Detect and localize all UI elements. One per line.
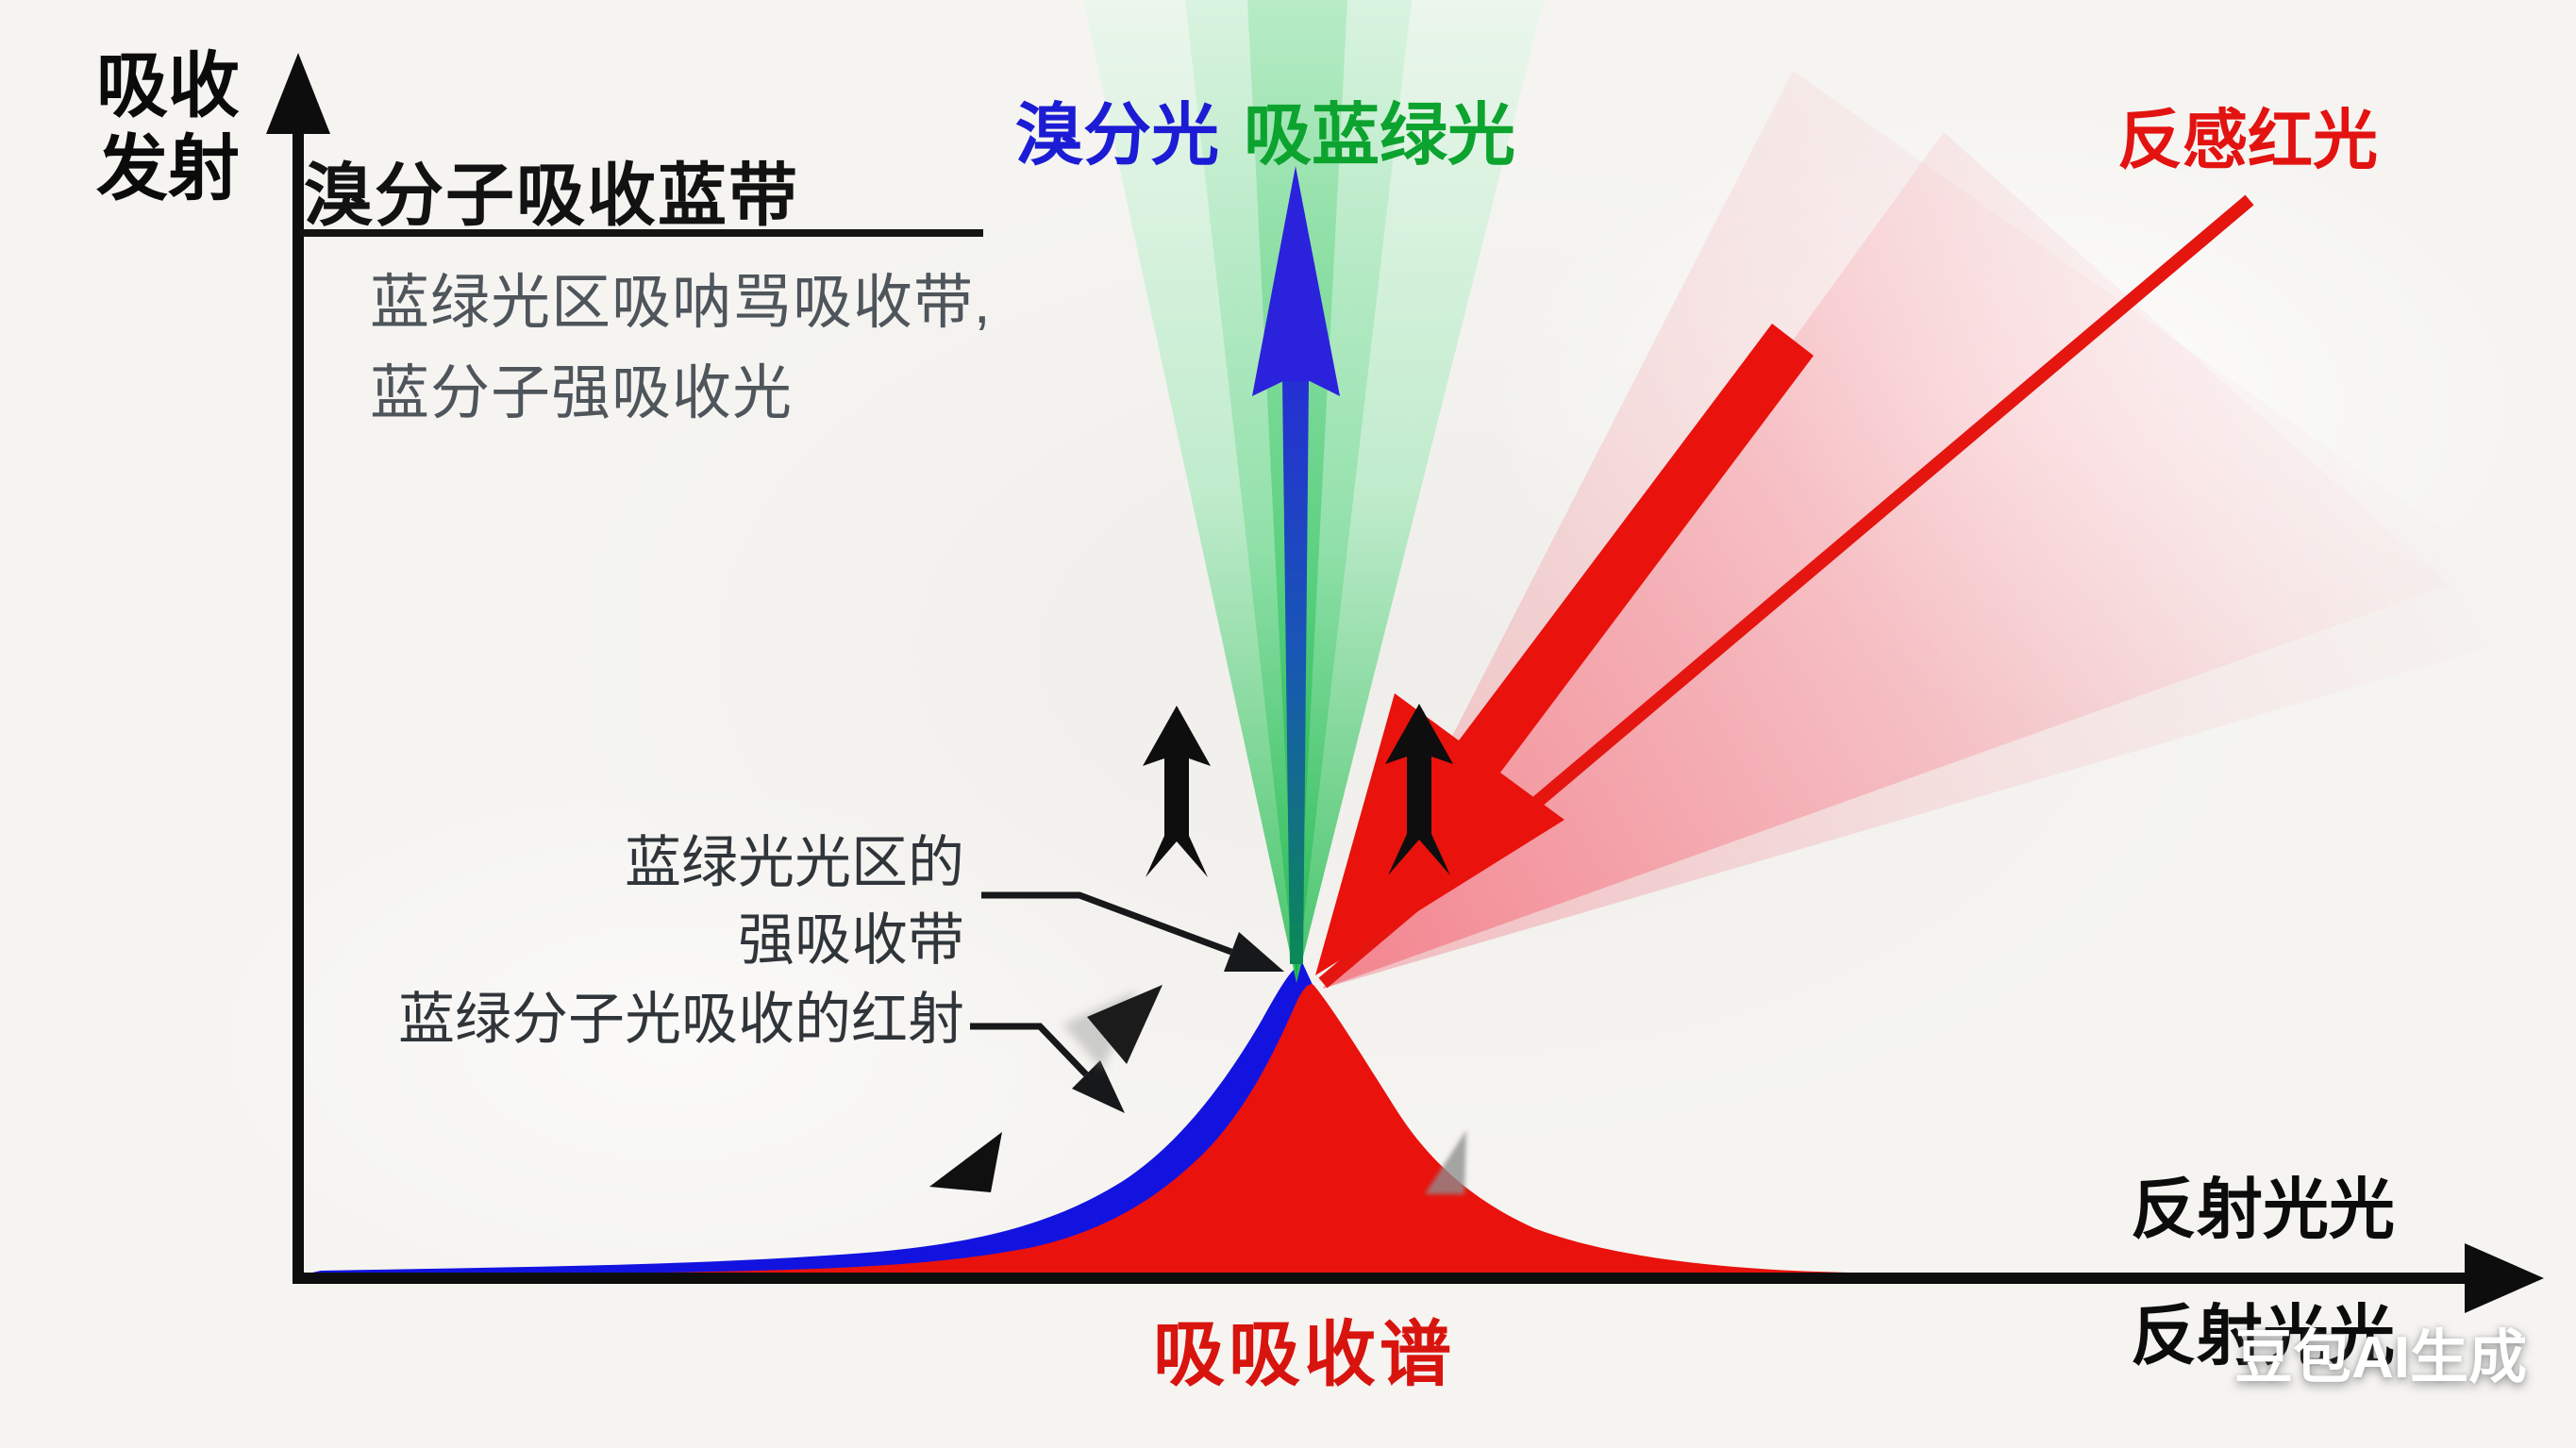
decor-arrowhead-left-icon [929, 1132, 1002, 1192]
absorption-spectrum-label: 吸吸收谱 [1153, 1315, 1455, 1395]
curve-red-fill [311, 984, 2036, 1275]
blue-beam-label: 溴分光 [1015, 98, 1220, 174]
title-note-line1: 蓝绿光区吸呐骂吸收带, [370, 270, 992, 336]
ai-watermark: 豆包AI生成 [2234, 1325, 2528, 1390]
leader-line-peak [981, 891, 1233, 956]
x-axis-label-below: 反射光光 [2131, 1299, 2395, 1373]
pink-beam-main [1323, 132, 2450, 989]
red-beam-label: 反感红光 [2117, 104, 2378, 176]
blue-arrow-head [1252, 166, 1340, 396]
annotation-line2: 强吸收带 [738, 908, 964, 972]
leader-arrowhead-blueband-icon [1072, 1060, 1125, 1113]
y-axis-label-line2: 发射 [96, 129, 240, 209]
diagram-title: 溴分子吸收蓝带 [304, 158, 799, 234]
y-axis-label-line1: 吸收 [96, 46, 240, 126]
title-note-line2: 蓝分子强吸收光 [370, 360, 793, 426]
annotation-line1: 蓝绿光光区的 [625, 831, 964, 894]
up-arrow-right-icon [1385, 704, 1453, 875]
leader-arrowhead-peak-icon [1224, 932, 1284, 972]
up-arrow-left-icon [1143, 706, 1211, 877]
x-axis-label-above: 反射光光 [2131, 1173, 2395, 1246]
blue-arrow-shaft [1282, 381, 1309, 964]
decor-arrowhead-upright-icon [1087, 985, 1163, 1064]
y-axis-label: 吸收 发射 [96, 45, 240, 211]
x-axis-arrowhead-icon [2465, 1243, 2544, 1313]
decor-arrowhead-gray-icon [1425, 1130, 1466, 1194]
red-arrow [1315, 324, 1814, 975]
leader-line-blueband [970, 1023, 1089, 1077]
y-axis-arrowhead-icon [266, 53, 330, 134]
green-beam-label: 吸蓝绿光 [1244, 98, 1516, 174]
annotation-line3: 蓝绿分子光吸收的红射 [398, 988, 964, 1051]
